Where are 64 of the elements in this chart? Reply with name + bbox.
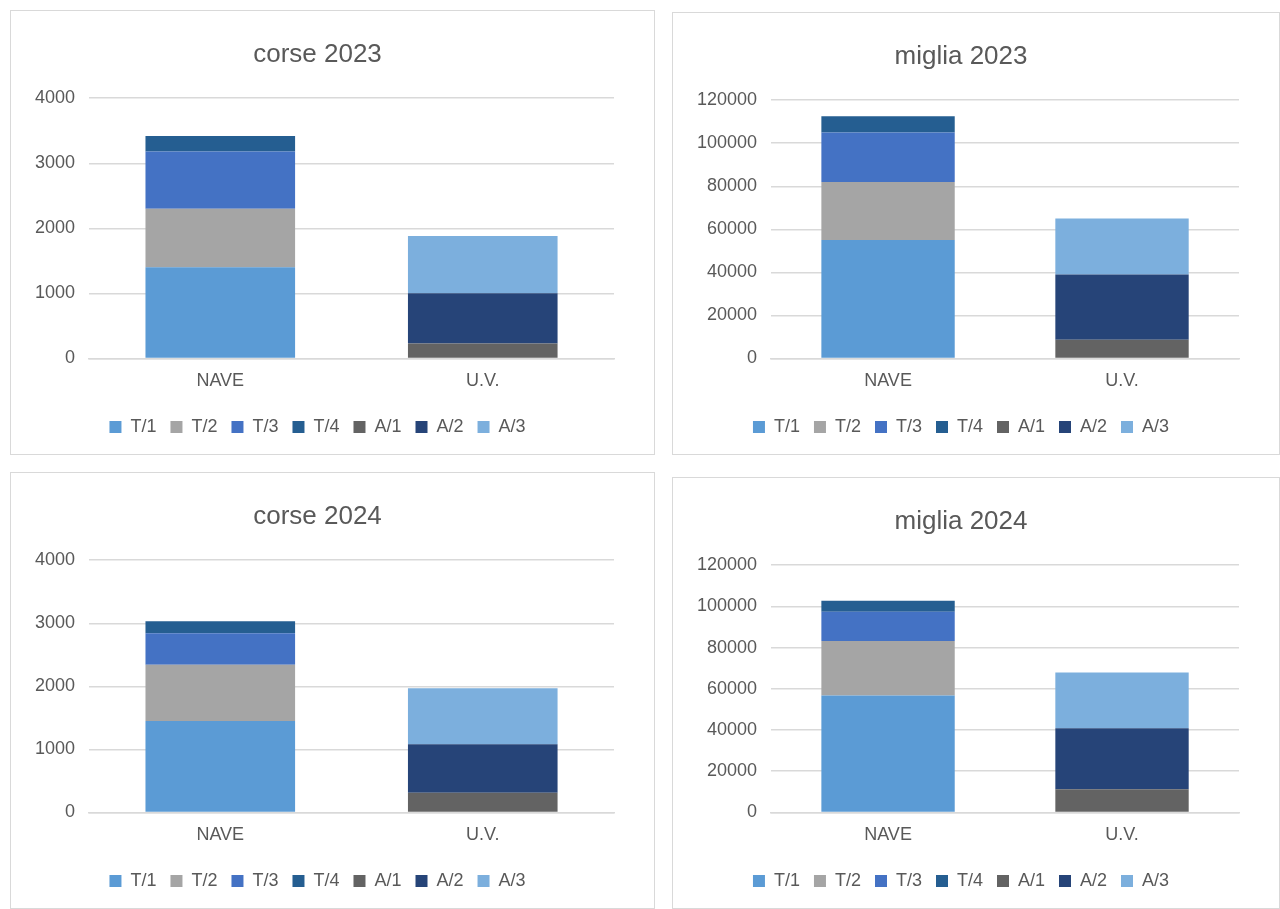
legend-label: A/3: [1142, 415, 1170, 436]
chart-title: miglia 2024: [894, 504, 1028, 535]
x-tick-label: U.V.: [1105, 824, 1139, 845]
y-tick-label: 40000: [707, 261, 758, 282]
y-tick-label: 60000: [707, 218, 758, 239]
legend-label: T/2: [191, 415, 218, 436]
legend-label: T/4: [956, 415, 983, 436]
y-tick-label: 2000: [35, 217, 76, 238]
y-tick-label: 3000: [35, 152, 76, 173]
legend-label: A/3: [498, 415, 526, 436]
legend-label: T/1: [130, 415, 157, 436]
legend-label: A/3: [498, 869, 526, 890]
x-tick-label: U.V.: [1105, 370, 1139, 391]
y-tick-label: 60000: [707, 677, 758, 698]
y-tick-label: 0: [747, 801, 758, 822]
legend-label: T/3: [252, 415, 279, 436]
legend-label: T/2: [834, 415, 861, 436]
y-tick-label: 80000: [707, 636, 758, 657]
y-tick-label: 120000: [696, 554, 758, 575]
legend-label: T/1: [773, 869, 800, 890]
legend-label: T/1: [773, 415, 800, 436]
y-tick-label: 120000: [696, 89, 758, 110]
y-tick-label: 3000: [35, 612, 76, 633]
legend-label: T/3: [252, 869, 279, 890]
legend-label: T/3: [895, 415, 922, 436]
legend-label: T/1: [130, 869, 157, 890]
y-tick-label: 40000: [707, 718, 758, 739]
y-tick-label: 20000: [707, 760, 758, 781]
x-tick-label: NAVE: [196, 370, 245, 391]
legend-label: A/1: [1017, 869, 1046, 890]
y-tick-label: 0: [747, 347, 758, 368]
y-tick-label: 0: [65, 801, 76, 822]
legend-label: T/3: [895, 869, 922, 890]
y-tick-label: 80000: [707, 175, 758, 196]
y-tick-label: 2000: [35, 675, 76, 696]
y-tick-label: 100000: [696, 132, 758, 153]
legend-label: A/1: [374, 869, 402, 890]
x-tick-label: U.V.: [466, 370, 500, 391]
legend-label: T/4: [313, 415, 340, 436]
y-tick-label: 20000: [707, 304, 758, 325]
legend-label: A/1: [1017, 415, 1046, 436]
y-tick-label: 4000: [35, 549, 76, 570]
x-tick-label: NAVE: [196, 824, 245, 845]
legend-label: A/2: [1080, 415, 1108, 436]
chart-title: corse 2023: [253, 37, 382, 68]
y-tick-label: 100000: [696, 595, 758, 616]
x-tick-label: U.V.: [466, 824, 500, 845]
legend-label: T/2: [834, 869, 861, 890]
y-tick-label: 0: [65, 347, 76, 368]
legend-label: T/4: [956, 869, 983, 890]
legend-label: A/3: [1142, 869, 1170, 890]
y-tick-label: 4000: [35, 87, 76, 108]
legend-label: A/1: [374, 415, 402, 436]
legend-label: A/2: [1080, 869, 1108, 890]
y-tick-label: 1000: [35, 738, 76, 759]
y-tick-label: 1000: [35, 282, 76, 303]
legend-label: A/2: [436, 415, 464, 436]
chart-title: corse 2024: [253, 499, 382, 530]
x-tick-label: NAVE: [864, 370, 912, 391]
legend-label: A/2: [436, 869, 464, 890]
x-tick-label: NAVE: [864, 824, 912, 845]
legend-label: T/2: [191, 869, 218, 890]
legend-label: T/4: [313, 869, 340, 890]
chart-title: miglia 2023: [894, 39, 1028, 70]
